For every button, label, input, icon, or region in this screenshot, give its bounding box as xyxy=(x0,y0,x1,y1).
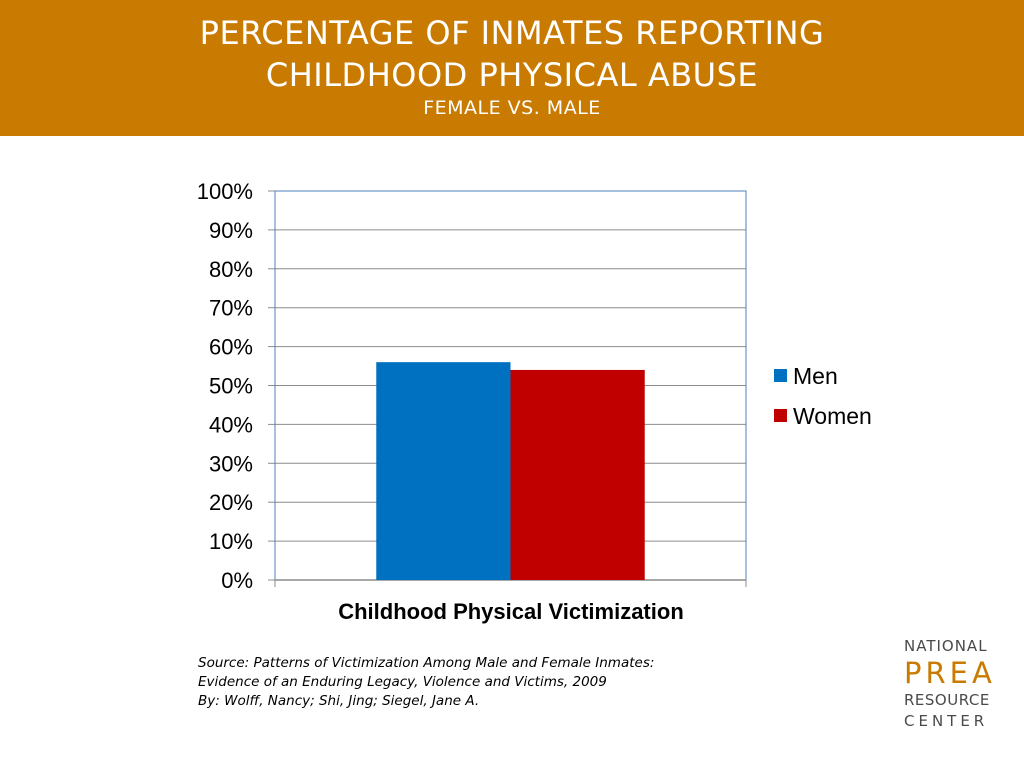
y-tick-label: 40% xyxy=(209,412,253,437)
source-citation: Source: Patterns of Victimization Among … xyxy=(198,654,654,711)
legend-swatch-men xyxy=(774,369,787,382)
logo-line-4: CENTER xyxy=(904,712,989,730)
bar-chart: 0% 10% 20% 30% 40% 50% 60% 70% 80% 90% 100% Childho… xyxy=(197,179,872,624)
logo-line-3: RESOURCE xyxy=(904,691,990,709)
y-tick-label: 10% xyxy=(209,529,253,554)
legend-label-men: Men xyxy=(793,363,838,389)
logo-line-1: NATIONAL xyxy=(904,637,988,655)
legend-swatch-women xyxy=(774,409,787,422)
page-subtitle: FEMALE VS. MALE xyxy=(423,97,601,119)
title-line-2: CHILDHOOD PHYSICAL ABUSE xyxy=(265,56,759,94)
legend-label-women: Women xyxy=(793,403,872,429)
bar-women xyxy=(510,369,645,580)
y-tick-label: 0% xyxy=(221,568,253,593)
y-tick-label: 30% xyxy=(209,451,253,476)
x-axis-label: Childhood Physical Victimization xyxy=(338,599,684,624)
source-line-3: By: Wolff, Nancy; Shi, Jing; Siegel, Jan… xyxy=(198,693,480,709)
logo-line-2: PREA xyxy=(904,656,996,690)
y-tick-label: 100% xyxy=(197,179,253,204)
title-line-1: PERCENTAGE OF INMATES REPORTING xyxy=(199,14,825,52)
y-tick-label: 80% xyxy=(209,257,253,282)
title-banner: PERCENTAGE OF INMATES REPORTING CHILDHOO… xyxy=(0,0,1024,136)
source-line-1: Source: Patterns of Victimization Among … xyxy=(198,655,655,671)
prea-logo: NATIONAL PREA RESOURCE CENTER xyxy=(904,636,1004,732)
bar-men xyxy=(376,362,511,580)
page-title: PERCENTAGE OF INMATES REPORTING CHILDHOO… xyxy=(0,12,1024,96)
y-tick-label: 90% xyxy=(209,218,253,243)
y-tick-label: 60% xyxy=(209,335,253,360)
y-tick-label: 20% xyxy=(209,490,253,515)
y-tick-label: 70% xyxy=(209,296,253,321)
source-line-2: Evidence of an Enduring Legacy, Violence… xyxy=(198,674,607,690)
y-tick-label: 50% xyxy=(209,374,253,399)
